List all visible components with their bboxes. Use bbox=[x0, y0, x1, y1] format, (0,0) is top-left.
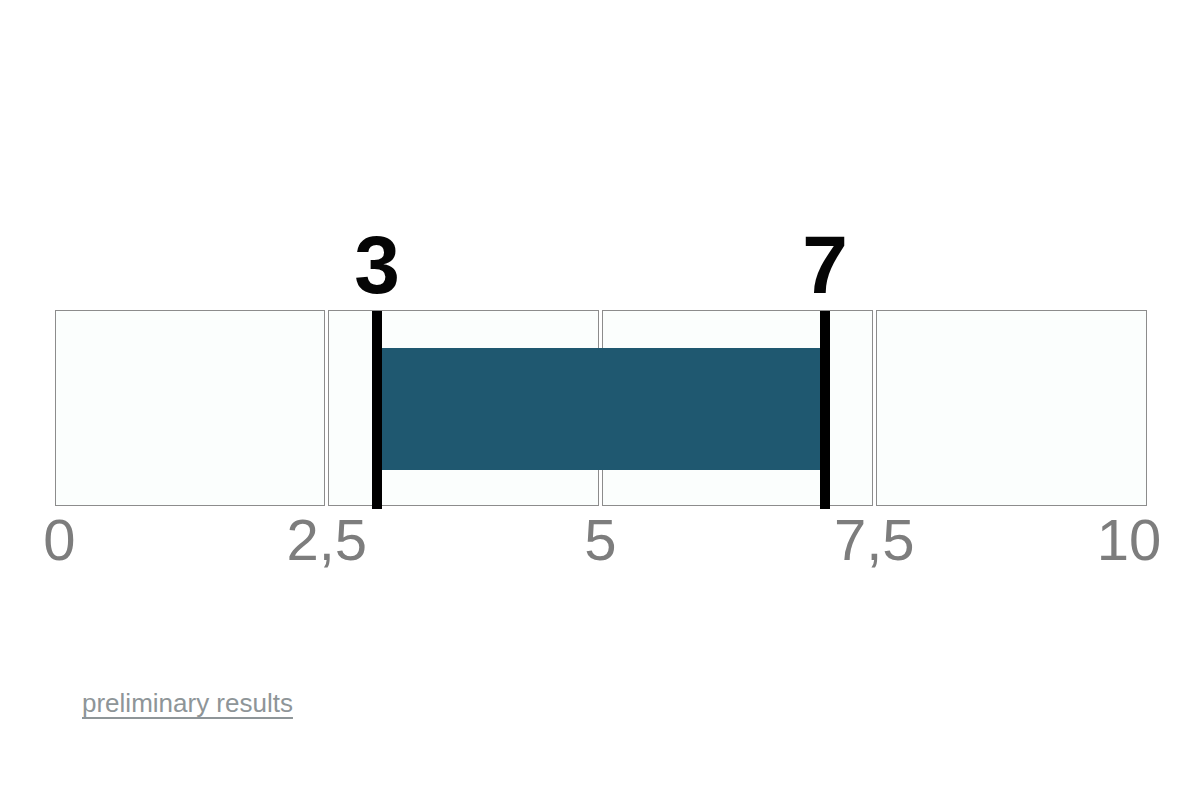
preliminary-results-link[interactable]: preliminary results bbox=[82, 688, 293, 719]
range-bar bbox=[382, 348, 820, 470]
scale-segment bbox=[55, 310, 326, 506]
range-end-tick bbox=[820, 311, 830, 509]
range-start-tick bbox=[372, 311, 382, 509]
scale-track: 3 7 02,557,510 bbox=[53, 310, 1148, 506]
axis-tick-label: 5 bbox=[584, 511, 616, 569]
axis-tick-label: 0 bbox=[43, 511, 75, 569]
range-start-label: 3 bbox=[354, 234, 399, 296]
axis-tick-label: 7,5 bbox=[834, 511, 915, 569]
axis-tick-label: 10 bbox=[1097, 511, 1162, 569]
x-axis: 02,557,510 bbox=[53, 511, 1148, 581]
range-chart-page: 3 7 02,557,510 preliminary results bbox=[0, 0, 1200, 800]
scale-segment bbox=[876, 310, 1147, 506]
axis-tick-label: 2,5 bbox=[286, 511, 367, 569]
range-end-label: 7 bbox=[802, 234, 847, 296]
